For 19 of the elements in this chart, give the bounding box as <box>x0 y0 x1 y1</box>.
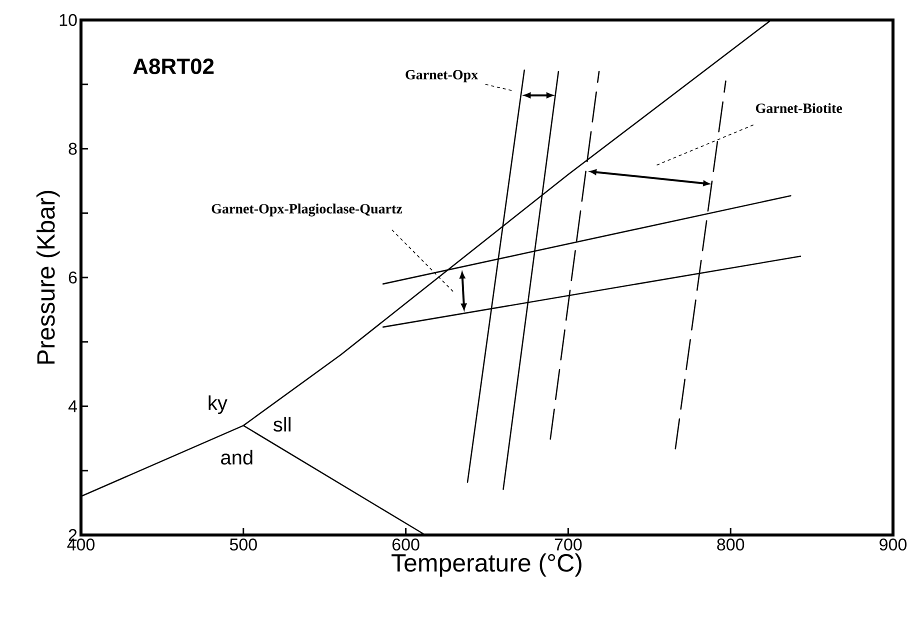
x-tick-label: 900 <box>880 538 907 551</box>
annotation: and <box>221 450 252 465</box>
text: A8RT02 <box>133 58 214 74</box>
annotation: Garnet-Biotite <box>756 103 842 113</box>
y-tick-label: 10 <box>60 14 77 26</box>
annotation: Garnet-Opx-Plagioclase-Quartz <box>212 204 402 216</box>
y-tick-label: 6 <box>68 271 77 284</box>
x-tick-label: 600 <box>392 538 420 551</box>
x-tick-label: 800 <box>717 538 744 551</box>
annotation: sll <box>274 416 290 432</box>
annotation: Garnet-Opx <box>406 70 478 82</box>
x-tick-label: 700 <box>554 538 582 551</box>
y-axis-title: Pressure (Kbar) <box>36 190 60 364</box>
annotation: ky <box>208 395 228 414</box>
x-tick-label: 400 <box>67 538 95 551</box>
x-axis-title: Temperature (°C) <box>392 553 582 577</box>
x-tick-label: 500 <box>230 538 257 551</box>
y-tick-label: 4 <box>68 400 77 412</box>
y-tick-label: 8 <box>68 142 77 155</box>
